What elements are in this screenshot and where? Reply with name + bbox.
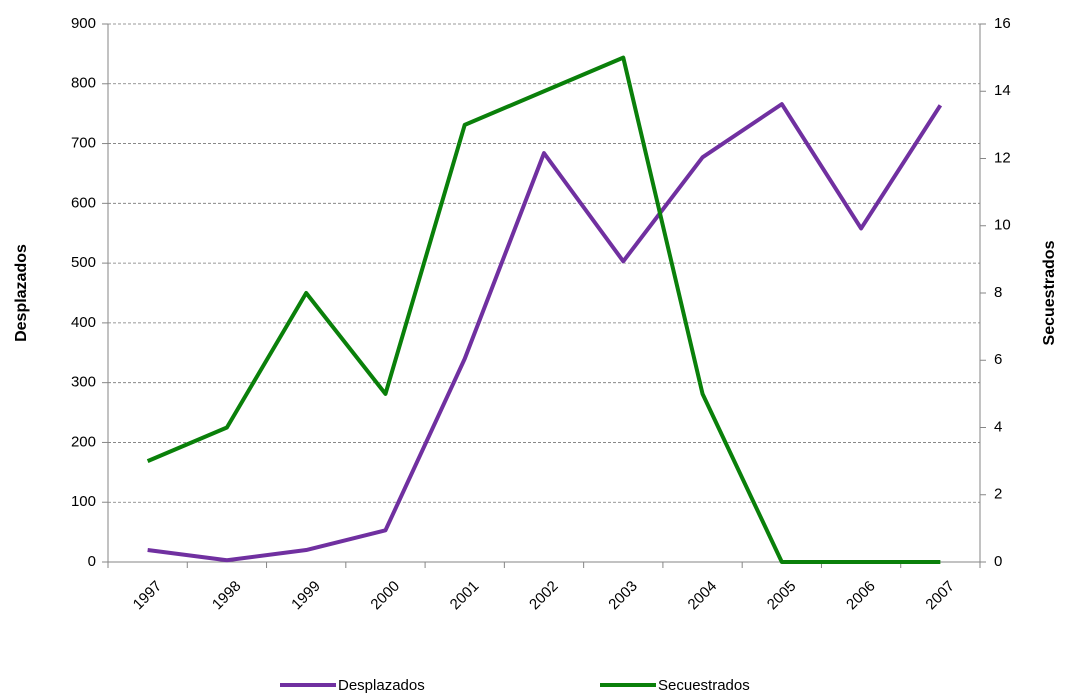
x-tick-label: 1997 bbox=[130, 578, 166, 614]
y-tick-label: 400 bbox=[71, 314, 96, 331]
y2-axis-title: Secuestrados bbox=[1041, 240, 1058, 345]
y2-tick-label: 12 bbox=[994, 149, 1011, 166]
x-tick-label: 2000 bbox=[367, 578, 403, 614]
y-tick-label: 0 bbox=[88, 553, 96, 570]
x-tick-label: 2001 bbox=[447, 578, 483, 614]
y-tick-label: 900 bbox=[71, 15, 96, 32]
y2-tick-label: 2 bbox=[994, 486, 1002, 503]
x-tick-label: 2002 bbox=[526, 578, 562, 614]
series-line bbox=[147, 102, 943, 563]
y-tick-label: 700 bbox=[71, 135, 96, 152]
y-tick-label: 500 bbox=[71, 254, 96, 271]
y-tick-label: 300 bbox=[71, 374, 96, 391]
y2-tick-label: 4 bbox=[994, 418, 1002, 435]
x-tick-label: 1998 bbox=[209, 578, 245, 614]
x-tick-label: 2007 bbox=[922, 578, 958, 614]
x-tick-label: 2006 bbox=[843, 578, 879, 614]
y2-tick-label: 6 bbox=[994, 351, 1002, 368]
y2-tick-label: 0 bbox=[994, 553, 1002, 570]
y-tick-label: 100 bbox=[71, 493, 96, 510]
y-tick-label: 800 bbox=[71, 75, 96, 92]
y2-tick-label: 10 bbox=[994, 217, 1011, 234]
y2-tick-label: 16 bbox=[994, 15, 1011, 32]
x-tick-label: 2003 bbox=[605, 578, 641, 614]
y-tick-label: 600 bbox=[71, 194, 96, 211]
series-line bbox=[146, 55, 941, 564]
x-tick-label: 2005 bbox=[764, 578, 800, 614]
y2-tick-label: 8 bbox=[994, 284, 1002, 301]
x-tick-label: 2004 bbox=[685, 578, 721, 614]
y-tick-label: 200 bbox=[71, 433, 96, 450]
legend-label: Desplazados bbox=[338, 677, 425, 694]
x-tick-label: 1999 bbox=[288, 578, 324, 614]
y-axis-title: Desplazados bbox=[13, 244, 30, 342]
y2-tick-label: 14 bbox=[994, 82, 1011, 99]
legend-label: Secuestrados bbox=[658, 677, 750, 694]
